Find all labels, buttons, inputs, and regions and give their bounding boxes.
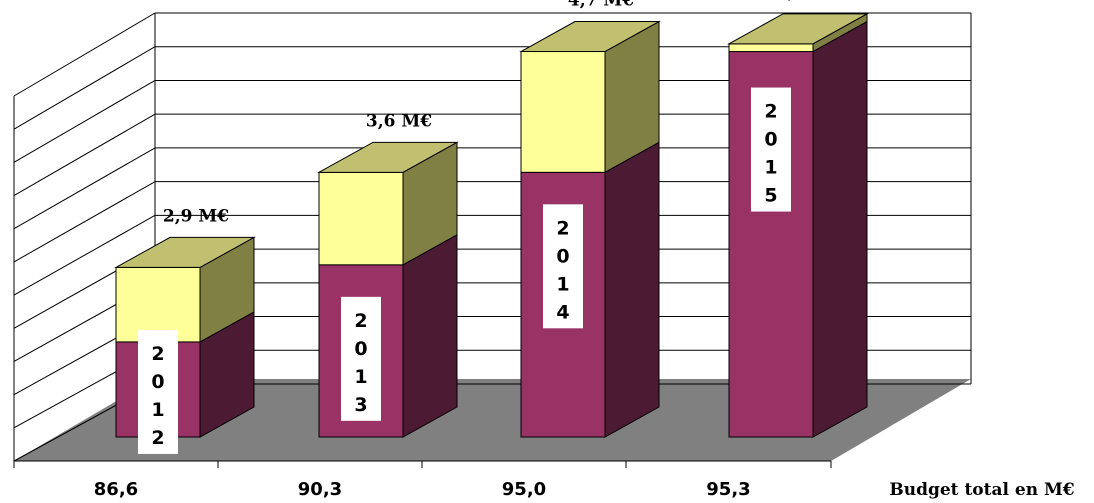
bar-increase-label: 2,9 M€ [163,206,229,226]
side-wall-gridline [13,113,156,196]
bar-base-side [812,20,868,438]
bar-top-cap [114,236,256,268]
x-axis-title: Budget total en M€ [889,480,1074,500]
side-wall-gridline [13,80,156,163]
bar-increase-label: 3,6 M€ [366,111,432,131]
bar-2012: 2,9 M€ 2 0 1 2 [114,206,256,454]
x-tick-label: 86,6 [94,479,138,500]
bar-base-side [604,141,660,438]
x-tick-label: 95,3 [706,479,750,500]
bar-base-side [402,233,458,438]
x-tick-label: 90,3 [298,479,342,500]
bar-top-cap [519,21,661,53]
year-label-box [751,87,791,212]
side-wall-gridline [13,147,156,230]
bar-increase-label: 0,3 M€ [776,0,842,3]
side-wall-gridline [13,181,156,263]
bar-2014: 4,7 M€ 2 0 1 4 [519,0,661,438]
year-label-box [138,329,178,454]
side-wall-gridline [13,12,156,97]
side-wall-gridline [13,46,156,130]
bar-increase-segment [728,43,814,53]
bar-increase-segment [520,51,606,173]
x-axis: 86,6 90,3 95,0 95,3 [13,460,832,500]
year-label-box [341,296,381,421]
bar-2013: 3,6 M€ 2 0 1 3 [317,111,459,438]
year-label-box [543,204,583,329]
bar-top-cap [727,13,869,45]
side-wall-gridline [13,214,156,296]
bar-increase-segment [115,266,201,343]
bar-increase-segment [318,171,404,266]
x-tick-label: 95,0 [502,479,546,500]
bar-top-cap [317,141,459,173]
bar-increase-label: 4,7 M€ [568,0,634,11]
